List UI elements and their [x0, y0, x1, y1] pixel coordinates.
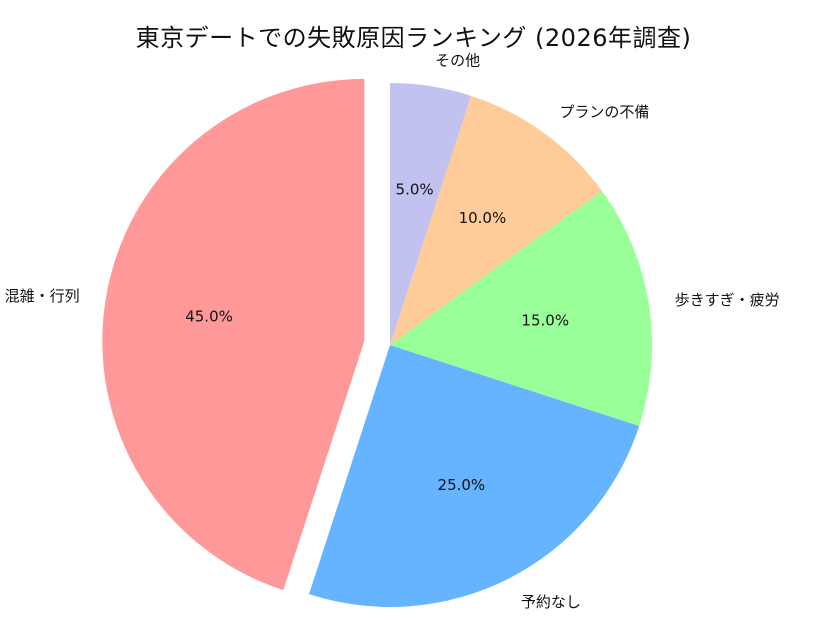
- pie-slice-category-label: 混雑・行列: [5, 287, 80, 305]
- pie-slice-4: [390, 95, 602, 345]
- pie-slice-5: [390, 83, 471, 345]
- pie-slice-percent-label: 10.0%: [459, 209, 507, 227]
- pie-slice-3: [390, 191, 652, 426]
- pie-slice-category-label: その他: [435, 51, 480, 69]
- pie-slice-category-label: 歩きすぎ・疲労: [675, 291, 780, 309]
- pie-slice-percent-label: 45.0%: [185, 307, 233, 325]
- pie-slice-percent-label: 5.0%: [396, 181, 434, 199]
- pie-slice-percent-label: 25.0%: [438, 476, 486, 494]
- pie-slice-1: [102, 78, 365, 591]
- pie-slice-2: [309, 345, 640, 608]
- pie-slices: [102, 78, 652, 608]
- pie-slice-percent-label: 15.0%: [521, 311, 569, 329]
- pie-slice-category-label: 予約なし: [521, 593, 581, 611]
- pie-labels: 45.0% 混雑・行列 25.0% 予約なし 15.0% 歩きすぎ・疲労 10.0% プランの…: [5, 51, 780, 610]
- pie-slice-category-label: プランの不備: [559, 103, 649, 121]
- chart-title: 東京デートでの失敗原因ランキング (2026年調査): [135, 24, 692, 52]
